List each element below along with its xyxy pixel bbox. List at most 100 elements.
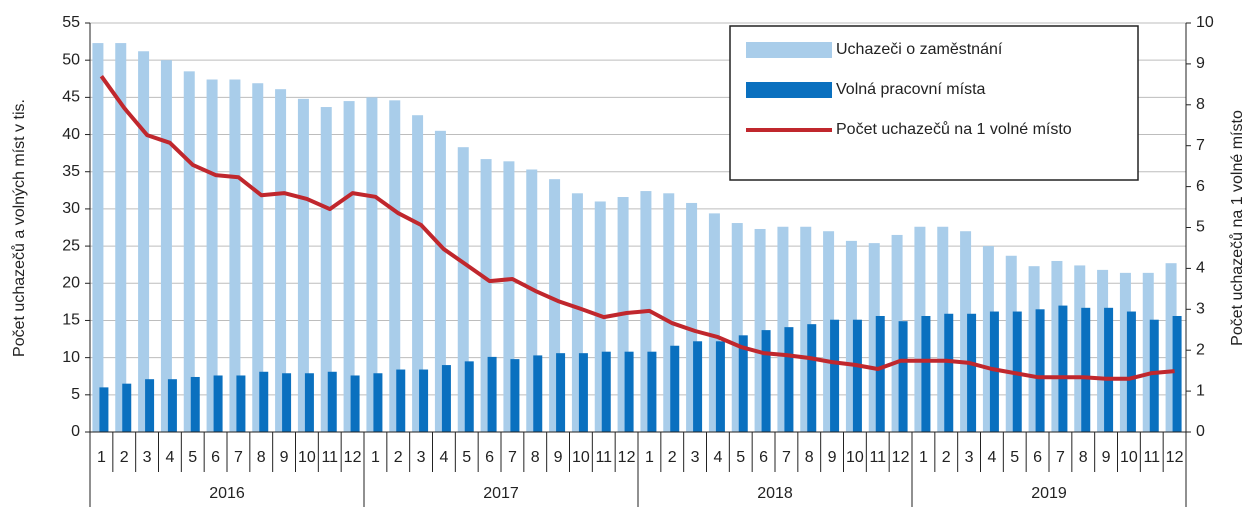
bar [571,193,583,432]
y-tick-label: 30 [62,200,80,217]
x-tick-label: 10 [1120,449,1138,466]
y-tick-label: 50 [62,51,80,68]
bar [777,226,789,432]
bar [343,101,355,432]
bar [441,365,451,432]
x-tick-label: 8 [1079,449,1088,466]
bar [738,335,748,432]
bar [1035,309,1045,432]
x-tick-label: 7 [234,449,243,466]
x-tick-label: 2 [668,449,677,466]
line-series [99,75,1175,381]
y2-tick-label: 9 [1196,55,1205,72]
bar [967,313,977,432]
bar [784,327,794,432]
x-tick-label: 6 [759,449,768,466]
x-tick-label: 7 [782,449,791,466]
bar [206,79,218,433]
bar [823,231,835,432]
x-tick-label: 3 [965,449,974,466]
bar [944,313,954,432]
y-tick-label: 5 [71,386,80,403]
x-tick-label: 4 [165,449,174,466]
bar [419,369,429,432]
bar [715,341,725,432]
y-tick-label: 0 [71,423,80,440]
x-tick-label: 10 [572,449,590,466]
x-tick-label: 2 [120,449,129,466]
y2-tick-label: 8 [1196,96,1205,113]
x-tick-label: 6 [1033,449,1042,466]
bar [875,315,885,432]
x-tick-label: 3 [691,449,700,466]
bar [693,341,703,432]
x-tick-label: 5 [188,449,197,466]
x-tick-label: 7 [1056,449,1065,466]
bar [1165,263,1177,432]
x-tick-label: 9 [554,449,563,466]
bar [259,371,269,432]
bar [731,223,743,432]
x-tick-label: 10 [846,449,864,466]
bar [464,361,474,432]
x-tick-label: 5 [1010,449,1019,466]
bar [167,379,177,432]
x-group-label: 2016 [209,485,245,502]
y2-tick-label: 3 [1196,301,1205,318]
y2-tick-label: 5 [1196,219,1205,236]
bar [1074,265,1086,432]
x-tick-label: 1 [645,449,654,466]
y2-tick-label: 4 [1196,260,1205,277]
bar [396,369,406,432]
bar [800,226,812,432]
x-tick-label: 10 [298,449,316,466]
bar [145,379,155,432]
bar [115,43,127,432]
x-tick-label: 12 [344,449,362,466]
y2-axis-label: Počet uchazečů na 1 volné místo [1228,110,1246,346]
bar [1097,269,1109,432]
bar [891,234,903,432]
y-tick-label: 15 [62,312,80,329]
bar [663,193,675,432]
bar [1081,307,1091,432]
bar [480,159,492,432]
bar [830,319,840,432]
y-tick-label: 40 [62,126,80,143]
x-tick-label: 11 [595,449,612,466]
bar [282,373,292,432]
bar [213,375,223,432]
bar [190,376,200,432]
y-axis-label: Počet uchazečů a volných míst v tis. [10,99,28,357]
bar [670,345,680,432]
bar [647,351,657,432]
legend-label: Volná pracovní místa [836,81,986,98]
bar [389,100,401,432]
x-tick-label: 3 [143,449,152,466]
legend-swatch [746,42,832,58]
x-tick-label: 4 [987,449,996,466]
bar [510,359,520,432]
bar [183,71,195,432]
bar [1058,305,1068,432]
bar [373,373,383,432]
bar [624,351,634,432]
bar [708,213,720,432]
x-tick-label: 3 [417,449,426,466]
y2-tick-label: 1 [1196,382,1205,399]
x-tick-label: 5 [462,449,471,466]
y-tick-label: 45 [62,89,80,106]
x-tick-label: 11 [321,449,338,466]
bar [138,51,150,433]
x-tick-label: 9 [828,449,837,466]
bar [229,79,241,433]
bar [556,353,566,432]
x-tick-label: 4 [439,449,448,466]
bar [1142,272,1154,432]
bar [320,107,332,432]
bar [533,355,543,432]
x-tick-label: 8 [805,449,814,466]
bar [1051,260,1063,432]
bar [503,161,515,433]
